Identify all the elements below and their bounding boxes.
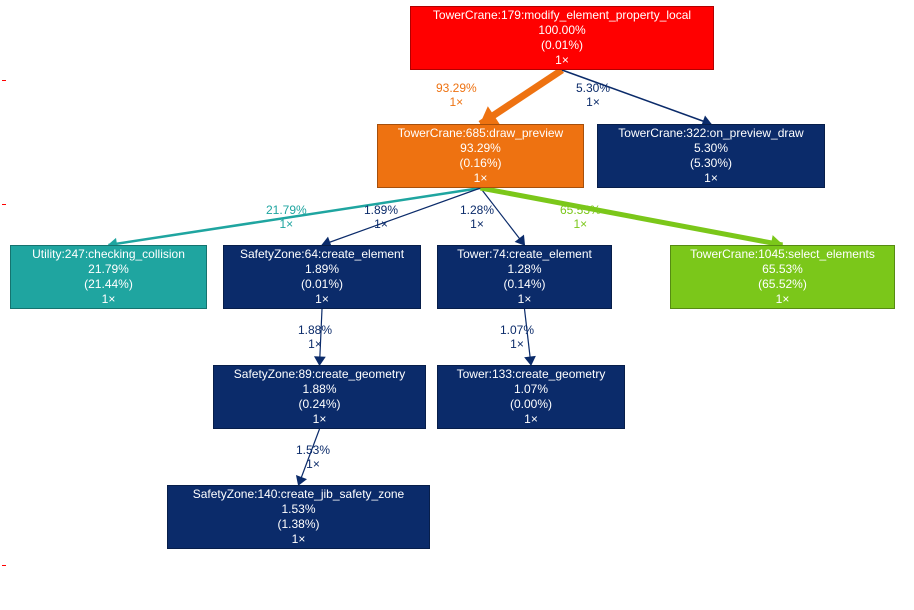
node-title: SafetyZone:89:create_geometry	[234, 367, 405, 382]
node-calls: 1×	[524, 412, 538, 427]
edge-pct: 1.89%	[364, 204, 398, 218]
edge-calls: 1×	[460, 218, 494, 232]
node-calls: 1×	[776, 292, 790, 307]
node-calls: 1×	[313, 412, 327, 427]
node-calls: 1×	[518, 292, 532, 307]
node-self-pct: (1.38%)	[277, 517, 319, 532]
callgraph-node[interactable]: Tower:133:create_geometry1.07%(0.00%)1×	[437, 365, 625, 429]
node-total-pct: 100.00%	[538, 23, 585, 38]
node-self-pct: (0.01%)	[541, 38, 583, 53]
edge-pct: 1.07%	[500, 324, 534, 338]
edge-pct: 5.30%	[576, 82, 610, 96]
node-total-pct: 1.28%	[507, 262, 541, 277]
edge-calls: 1×	[576, 96, 610, 110]
node-total-pct: 65.53%	[762, 262, 803, 277]
node-self-pct: (0.16%)	[459, 156, 501, 171]
edge	[481, 188, 783, 250]
edge-pct: 21.79%	[266, 204, 307, 218]
node-self-pct: (0.24%)	[298, 397, 340, 412]
edge	[481, 70, 563, 124]
node-self-pct: (0.01%)	[301, 277, 343, 292]
edge-label: 65.53%1×	[560, 204, 601, 232]
node-title: TowerCrane:179:modify_element_property_l…	[433, 8, 691, 23]
callgraph-node[interactable]: Utility:247:checking_collision21.79%(21.…	[10, 245, 207, 309]
ruler-tick	[2, 80, 6, 81]
node-self-pct: (0.14%)	[503, 277, 545, 292]
edge-label: 1.07%1×	[500, 324, 534, 352]
callgraph-node[interactable]: SafetyZone:140:create_jib_safety_zone1.5…	[167, 485, 430, 549]
node-title: TowerCrane:1045:select_elements	[690, 247, 875, 262]
node-total-pct: 21.79%	[88, 262, 129, 277]
edge	[322, 188, 481, 247]
callgraph-node[interactable]: TowerCrane:1045:select_elements65.53%(65…	[670, 245, 895, 309]
callgraph-node[interactable]: TowerCrane:322:on_preview_draw5.30%(5.30…	[597, 124, 825, 188]
node-self-pct: (5.30%)	[690, 156, 732, 171]
node-total-pct: 1.07%	[514, 382, 548, 397]
edge-pct: 93.29%	[436, 82, 477, 96]
node-title: Utility:247:checking_collision	[32, 247, 185, 262]
callgraph-canvas: 93.29%1×5.30%1×21.79%1×1.89%1×1.28%1×65.…	[0, 0, 914, 610]
node-calls: 1×	[474, 171, 488, 186]
node-self-pct: (65.52%)	[758, 277, 807, 292]
edge-calls: 1×	[500, 338, 534, 352]
edge-calls: 1×	[364, 218, 398, 232]
node-title: TowerCrane:685:draw_preview	[398, 126, 563, 141]
edge-label: 93.29%1×	[436, 82, 477, 110]
node-title: Tower:74:create_element	[457, 247, 592, 262]
node-title: SafetyZone:140:create_jib_safety_zone	[193, 487, 404, 502]
node-total-pct: 1.88%	[302, 382, 336, 397]
callgraph-node[interactable]: TowerCrane:179:modify_element_property_l…	[410, 6, 714, 70]
node-calls: 1×	[555, 53, 569, 68]
edge-calls: 1×	[436, 96, 477, 110]
callgraph-node[interactable]: TowerCrane:685:draw_preview93.29%(0.16%)…	[377, 124, 584, 188]
node-total-pct: 1.53%	[281, 502, 315, 517]
node-calls: 1×	[704, 171, 718, 186]
edge-calls: 1×	[266, 218, 307, 232]
edge-pct: 1.53%	[296, 444, 330, 458]
edge-label: 1.89%1×	[364, 204, 398, 232]
edge-label: 21.79%1×	[266, 204, 307, 232]
node-calls: 1×	[315, 292, 329, 307]
edge-pct: 65.53%	[560, 204, 601, 218]
node-calls: 1×	[102, 292, 116, 307]
edge-calls: 1×	[560, 218, 601, 232]
node-total-pct: 93.29%	[460, 141, 501, 156]
node-title: Tower:133:create_geometry	[457, 367, 606, 382]
node-total-pct: 1.89%	[305, 262, 339, 277]
edge-label: 1.88%1×	[298, 324, 332, 352]
node-title: SafetyZone:64:create_element	[240, 247, 404, 262]
edge-pct: 1.88%	[298, 324, 332, 338]
callgraph-node[interactable]: Tower:74:create_element1.28%(0.14%)1×	[437, 245, 612, 309]
node-self-pct: (21.44%)	[84, 277, 133, 292]
edge-label: 1.28%1×	[460, 204, 494, 232]
node-self-pct: (0.00%)	[510, 397, 552, 412]
edge-label: 5.30%1×	[576, 82, 610, 110]
edge-label: 1.53%1×	[296, 444, 330, 472]
node-total-pct: 5.30%	[694, 141, 728, 156]
callgraph-node[interactable]: SafetyZone:89:create_geometry1.88%(0.24%…	[213, 365, 426, 429]
edge-pct: 1.28%	[460, 204, 494, 218]
ruler-tick	[2, 204, 6, 205]
callgraph-node[interactable]: SafetyZone:64:create_element1.89%(0.01%)…	[223, 245, 421, 309]
edge-calls: 1×	[298, 338, 332, 352]
node-calls: 1×	[292, 532, 306, 547]
node-title: TowerCrane:322:on_preview_draw	[618, 126, 803, 141]
edge-calls: 1×	[296, 458, 330, 472]
ruler-tick	[2, 565, 6, 566]
